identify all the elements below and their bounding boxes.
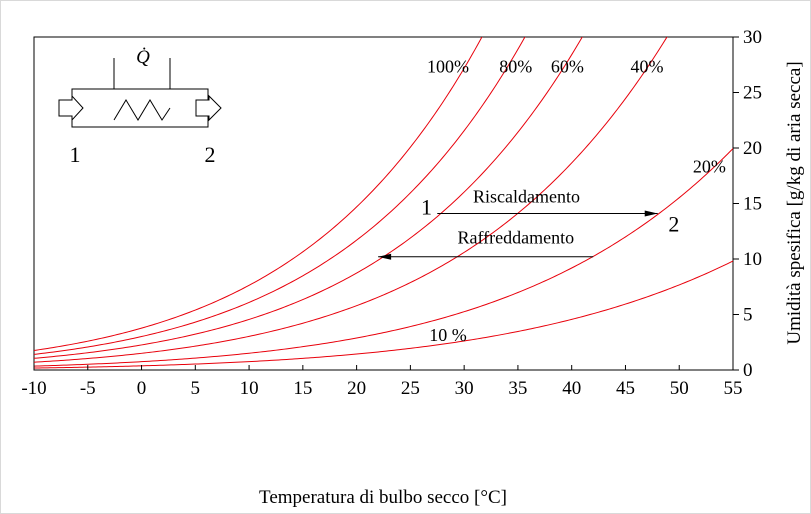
rh-curve-100 xyxy=(34,37,483,351)
x-tick-label: -10 xyxy=(21,378,46,399)
rh-curve-80 xyxy=(34,37,526,355)
plot-area xyxy=(33,36,734,371)
rh-label-80: 80% xyxy=(499,57,532,77)
process-label-riscaldamento: Riscaldamento xyxy=(473,186,580,206)
x-axis-label: Temperatura di bulbo secco [°C] xyxy=(259,487,507,508)
y-tick-label: 30 xyxy=(743,27,762,48)
state-point-label-2: 2 xyxy=(668,211,679,236)
x-tick-label: 20 xyxy=(347,378,366,399)
state-point-label-1: 1 xyxy=(421,195,432,220)
x-tick-label: 45 xyxy=(616,378,635,399)
y-axis-label: Umidità spesifica [g/kg di aria secca] xyxy=(784,61,805,344)
x-tick-label: 40 xyxy=(562,378,581,399)
rh-label-20: 20% xyxy=(693,156,726,176)
x-tick-label: 35 xyxy=(508,378,527,399)
y-tick-label: 15 xyxy=(743,194,762,215)
inlet-label: 1 xyxy=(70,142,81,167)
rh-label-100: 100% xyxy=(427,57,469,77)
rh-label-40: 40% xyxy=(630,57,663,77)
heater-coil xyxy=(113,99,171,121)
rh-curve-20 xyxy=(34,148,733,367)
y-tick-label: 0 xyxy=(743,360,753,381)
x-tick-label: 30 xyxy=(455,378,474,399)
process-label-raffreddamento: Raffreddamento xyxy=(457,227,574,247)
heat-symbol: Q̇ xyxy=(136,46,150,68)
rh-curve-10 xyxy=(34,260,733,369)
x-tick-label: 10 xyxy=(240,378,259,399)
rh-label-60: 60% xyxy=(551,57,584,77)
y-tick-label: 20 xyxy=(743,138,762,159)
x-tick-label: 55 xyxy=(724,378,743,399)
x-tick-label: 5 xyxy=(191,378,201,399)
x-tick-label: 25 xyxy=(401,378,420,399)
outlet-label: 2 xyxy=(205,142,216,167)
x-tick-label: 50 xyxy=(670,378,689,399)
x-tick-label: 0 xyxy=(137,378,147,399)
arrowhead-icon xyxy=(644,210,658,217)
y-tick-label: 25 xyxy=(743,83,762,104)
rh-label-10: 10 % xyxy=(429,325,467,345)
outlet-arrow-icon xyxy=(195,94,222,122)
x-tick-label: 15 xyxy=(293,378,312,399)
arrowhead-icon xyxy=(378,253,392,260)
y-tick-label: 5 xyxy=(743,305,753,326)
y-tick-label: 10 xyxy=(743,249,762,270)
rh-curve-40 xyxy=(34,37,668,363)
heater-schematic: Q̇ 1 2 xyxy=(58,46,222,167)
x-tick-label: -5 xyxy=(80,378,96,399)
inlet-arrow-icon xyxy=(58,94,84,122)
heater-duct xyxy=(71,88,209,128)
